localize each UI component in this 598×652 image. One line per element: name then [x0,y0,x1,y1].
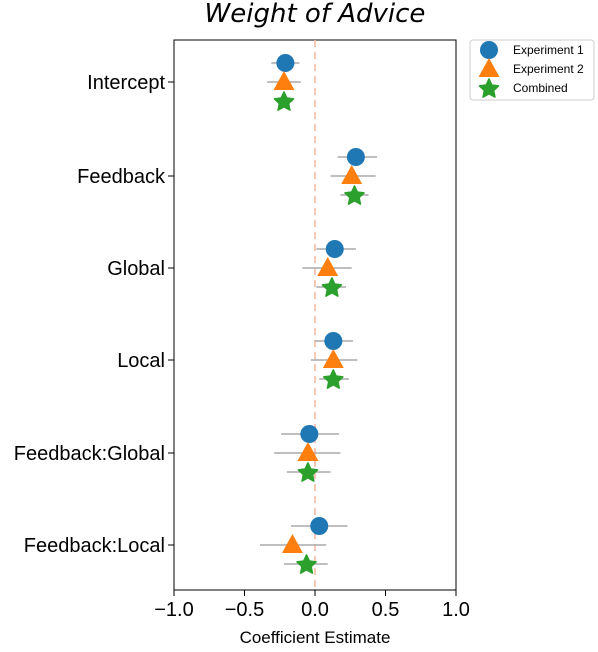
y-tick-label: Feedback [77,166,166,188]
legend-entry-label: Combined [513,81,568,95]
legend-triangle-icon [478,58,500,77]
y-axis: Intercept Feedback Global Local Feedback:Glo… [14,72,174,557]
x-tick-label: −0.5 [225,599,264,621]
legend-circle-icon [480,41,498,59]
legend-star-icon [478,78,500,98]
star-marker [344,185,365,205]
triangle-marker [281,534,303,553]
circle-marker [276,54,295,72]
legend-entry-label: Experiment 2 [513,62,584,76]
markers-combined [273,91,365,574]
y-tick-label: Feedback:Local [24,535,165,557]
circle-marker [310,517,329,535]
triangle-marker [322,349,344,368]
data-marks [260,54,378,574]
circle-marker [324,332,343,350]
y-tick-label: Local [117,350,165,372]
x-axis-label: Coefficient Estimate [240,628,391,647]
triangle-marker [297,442,319,461]
series-combined [276,100,369,565]
x-tick-label: 0.0 [301,599,329,621]
series-experiment-1 [271,62,378,527]
legend: Experiment 1 Experiment 2 Combined [469,39,595,101]
star-marker [296,554,317,574]
star-marker [322,369,344,389]
triangle-marker [273,71,295,90]
chart-title: Weight of Advice [205,0,426,29]
triangle-marker [341,165,363,184]
x-axis: −1.0 −0.5 0.0 0.5 1.0 [154,590,470,621]
legend-frame [469,39,595,101]
y-tick-label: Global [107,258,165,280]
x-tick-label: 0.5 [372,599,400,621]
x-tick-label: 1.0 [442,599,470,621]
star-marker [297,462,319,482]
plot-area-frame [173,39,457,591]
circle-marker [346,148,365,166]
y-tick-label: Feedback:Global [14,443,165,465]
legend-entry-label: Experiment 1 [513,43,584,57]
markers-experiment-2 [273,71,363,553]
star-marker [273,91,295,111]
star-marker [321,277,343,297]
circle-marker [325,240,344,258]
triangle-marker [317,257,339,276]
y-tick-label: Intercept [87,72,165,94]
markers-experiment-1 [276,54,365,535]
circle-marker [300,425,319,443]
x-tick-label: −1.0 [154,599,193,621]
